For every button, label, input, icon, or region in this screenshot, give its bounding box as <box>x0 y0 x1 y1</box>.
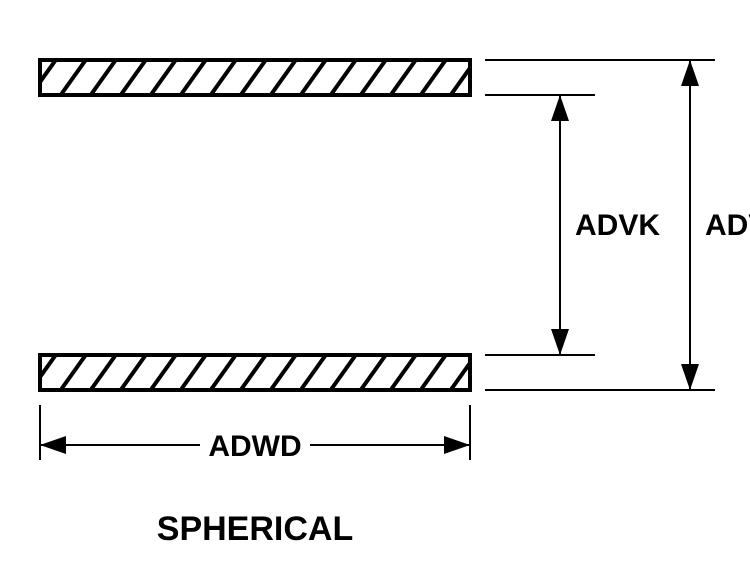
hatch-bottom <box>20 335 490 405</box>
dimension-outer-label: ADVL <box>705 209 750 242</box>
dimension-outer: ADVL <box>681 60 750 390</box>
dimension-width-label: ADWD <box>208 430 301 463</box>
hatch-top <box>20 40 490 110</box>
dimension-width: ADWD <box>40 430 470 463</box>
diagram-title: SPHERICAL <box>157 510 353 548</box>
dimension-inner: ADVK <box>551 95 660 355</box>
diagram-canvas: ADWD ADVK ADVL SPHERICAL <box>0 0 750 579</box>
dimension-inner-label: ADVK <box>575 209 660 242</box>
